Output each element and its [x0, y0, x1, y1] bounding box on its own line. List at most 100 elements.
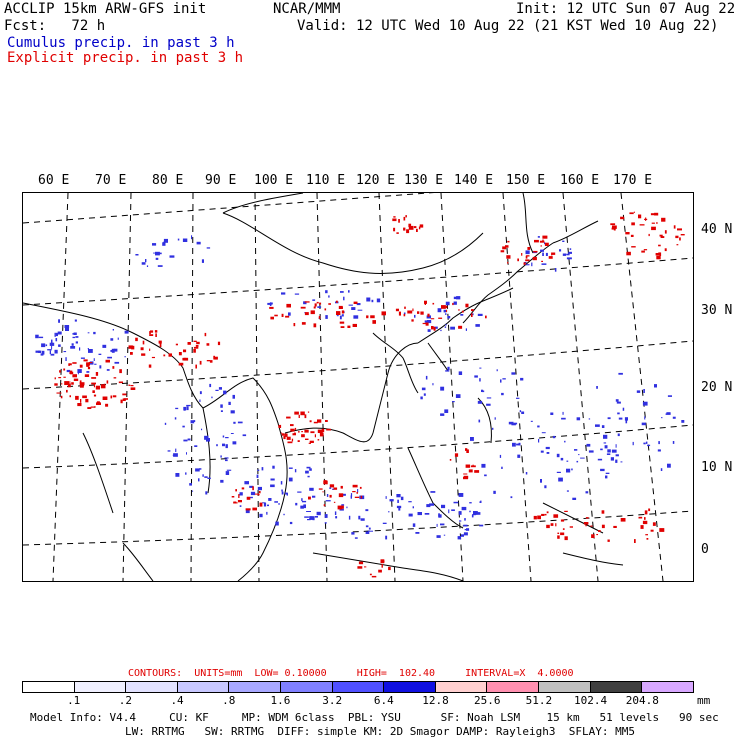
cumulus-cell	[268, 498, 272, 501]
cumulus-cell	[448, 509, 450, 514]
explicit-cell	[91, 377, 97, 379]
cumulus-cell	[224, 457, 229, 459]
colorbar-swatch	[539, 682, 591, 692]
cumulus-cell	[312, 495, 316, 498]
explicit-cell	[585, 517, 589, 519]
cumulus-cell	[163, 238, 168, 243]
cumulus-cell	[566, 460, 569, 462]
cumulus-cell	[541, 263, 547, 265]
explicit-cell	[404, 306, 406, 309]
explicit-cell	[432, 302, 435, 305]
longitude-label: 70 E	[95, 173, 127, 188]
cumulus-cell	[624, 417, 628, 421]
cumulus-cell	[42, 350, 45, 355]
explicit-cell	[544, 513, 547, 516]
cumulus-cell	[201, 259, 204, 263]
explicit-cell	[452, 302, 454, 306]
cumulus-cell	[596, 386, 598, 389]
cumulus-cell	[114, 361, 120, 364]
cumulus-cell	[286, 492, 288, 496]
cumulus-cell	[445, 301, 450, 306]
cumulus-cell	[463, 532, 468, 536]
explicit-cell	[539, 240, 545, 243]
cumulus-cell	[463, 524, 468, 527]
explicit-cell	[193, 349, 196, 353]
explicit-cell	[142, 340, 145, 345]
cumulus-cell	[54, 349, 58, 354]
cumulus-cell	[358, 515, 361, 520]
explicit-cell	[413, 226, 417, 229]
explicit-cell	[523, 262, 526, 265]
cumulus-cell	[622, 407, 625, 411]
contours-info: CONTOURS: UNITS=mm LOW= 0.10000 HIGH= 10…	[128, 668, 574, 679]
cumulus-cell	[278, 503, 280, 505]
explicit-cell	[252, 486, 254, 491]
cumulus-cell	[566, 253, 570, 256]
explicit-cell	[564, 536, 568, 541]
explicit-cell	[112, 395, 117, 398]
explicit-cell	[281, 433, 285, 436]
explicit-cell	[118, 381, 123, 384]
cumulus-cell	[301, 500, 307, 503]
cumulus-cell	[486, 397, 492, 399]
cumulus-cell	[544, 242, 546, 245]
explicit-cell	[319, 433, 324, 437]
explicit-cell	[548, 256, 553, 259]
cumulus-cell	[220, 410, 223, 412]
explicit-cell	[370, 315, 375, 319]
cumulus-cell	[335, 516, 338, 519]
explicit-cell	[352, 484, 358, 488]
explicit-cell	[369, 573, 372, 576]
cumulus-cell	[620, 461, 623, 463]
cumulus-cell	[35, 334, 39, 339]
explicit-cell	[396, 232, 399, 234]
cumulus-cell	[672, 416, 676, 419]
explicit-cell	[193, 340, 197, 342]
cumulus-cell	[309, 516, 313, 520]
explicit-cell	[318, 488, 323, 490]
cumulus-cell	[460, 534, 464, 537]
cumulus-cell	[576, 460, 579, 463]
cumulus-cell	[325, 315, 328, 319]
valid-time: Valid: 12 UTC Wed 10 Aug 22 (21 KST Wed …	[297, 18, 719, 34]
cumulus-cell	[297, 491, 302, 493]
cumulus-cell	[445, 313, 447, 315]
cumulus-cell	[87, 348, 89, 350]
explicit-cell	[659, 528, 665, 532]
explicit-cell	[105, 359, 110, 363]
explicit-cell	[546, 511, 549, 514]
cumulus-cell	[239, 505, 242, 507]
explicit-cell	[372, 320, 376, 324]
cumulus-cell	[512, 442, 516, 447]
explicit-cell	[292, 433, 296, 436]
cumulus-cell	[632, 441, 634, 446]
explicit-cell	[630, 234, 634, 237]
cumulus-cell	[415, 532, 420, 534]
explicit-cell	[465, 448, 468, 451]
cumulus-cell	[175, 448, 177, 452]
explicit-cell	[388, 566, 391, 571]
explicit-cell	[610, 223, 616, 226]
cumulus-cell	[441, 504, 446, 509]
cumulus-cell	[72, 336, 76, 339]
explicit-cell	[392, 218, 397, 222]
explicit-cell	[328, 303, 331, 305]
explicit-cell	[286, 303, 291, 308]
explicit-cell	[298, 414, 300, 418]
cumulus-cell	[267, 504, 269, 507]
explicit-cell	[301, 434, 305, 438]
cumulus-cell	[93, 331, 96, 335]
explicit-cell	[411, 319, 414, 322]
explicit-cell	[317, 439, 320, 441]
colorbar-swatch	[487, 682, 540, 692]
explicit-cell	[319, 430, 322, 434]
colorbar-swatch	[126, 682, 178, 692]
cumulus-cell	[192, 490, 194, 492]
cumulus-cell	[615, 454, 619, 457]
explicit-cell	[371, 575, 377, 578]
cumulus-cell	[356, 303, 361, 306]
cumulus-cell	[477, 400, 483, 404]
cumulus-cell	[444, 409, 449, 413]
cumulus-cell	[447, 316, 451, 319]
cumulus-cell	[605, 475, 608, 479]
